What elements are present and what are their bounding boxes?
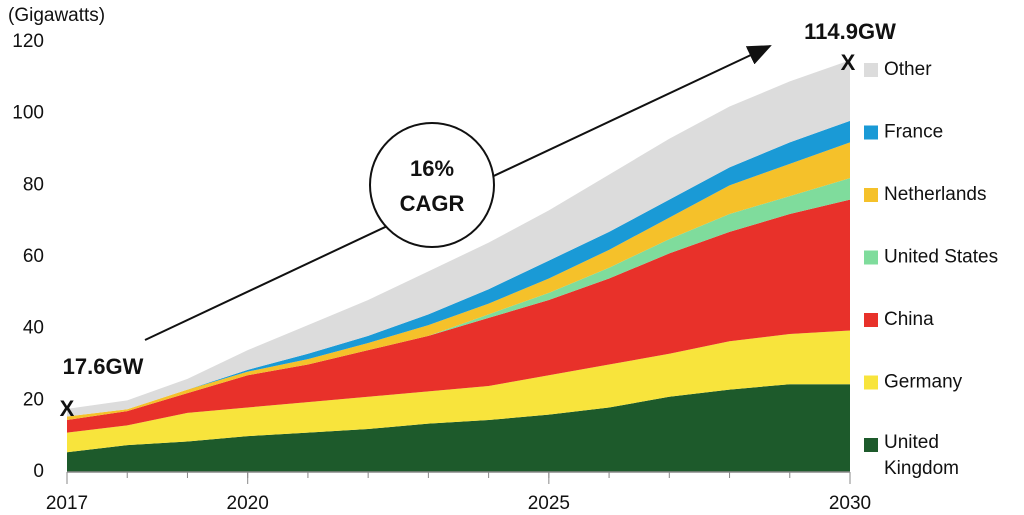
legend-swatch bbox=[864, 313, 878, 327]
cagr-circle bbox=[369, 122, 495, 248]
legend-swatch bbox=[864, 250, 878, 265]
x-tick-label: 2025 bbox=[528, 493, 570, 514]
legend-label: France bbox=[884, 122, 943, 143]
area bbox=[67, 178, 850, 421]
y-tick-label: 40 bbox=[23, 318, 44, 339]
legend-label: Germany bbox=[884, 372, 963, 393]
legend-label: Netherlands bbox=[884, 184, 986, 205]
annotation: X bbox=[60, 396, 75, 421]
y-axis-label: (Gigawatts) bbox=[8, 5, 105, 26]
area bbox=[67, 199, 850, 433]
y-tick-label: 100 bbox=[12, 103, 44, 124]
area bbox=[67, 60, 850, 417]
annotation: 16% bbox=[410, 156, 454, 181]
legend-label: China bbox=[884, 309, 934, 330]
y-tick-label: 0 bbox=[33, 461, 44, 482]
x-tick-label: 2020 bbox=[227, 493, 269, 514]
annotation: 17.6GW bbox=[63, 354, 144, 379]
annotation: X bbox=[841, 50, 856, 75]
legend-swatch bbox=[864, 375, 878, 390]
legend-swatch bbox=[864, 438, 878, 452]
annotation: CAGR bbox=[400, 191, 465, 216]
legend-label: Other bbox=[884, 59, 932, 80]
legend-label: United States bbox=[884, 247, 998, 268]
x-tick-label: 2030 bbox=[829, 493, 871, 514]
area bbox=[67, 120, 850, 417]
y-tick-label: 80 bbox=[23, 174, 44, 195]
legend-swatch bbox=[864, 188, 878, 202]
y-tick-label: 20 bbox=[23, 389, 44, 410]
annotation: 114.9GW bbox=[804, 19, 896, 44]
legend-label: United Kingdom bbox=[884, 432, 959, 479]
areas bbox=[67, 60, 850, 472]
x-tick-label: 2017 bbox=[46, 493, 88, 514]
y-tick-label: 120 bbox=[12, 31, 44, 52]
area bbox=[67, 330, 850, 453]
legend-swatch bbox=[864, 125, 878, 140]
y-tick-label: 60 bbox=[23, 246, 44, 267]
legend-swatch bbox=[864, 63, 878, 77]
area bbox=[67, 384, 850, 472]
